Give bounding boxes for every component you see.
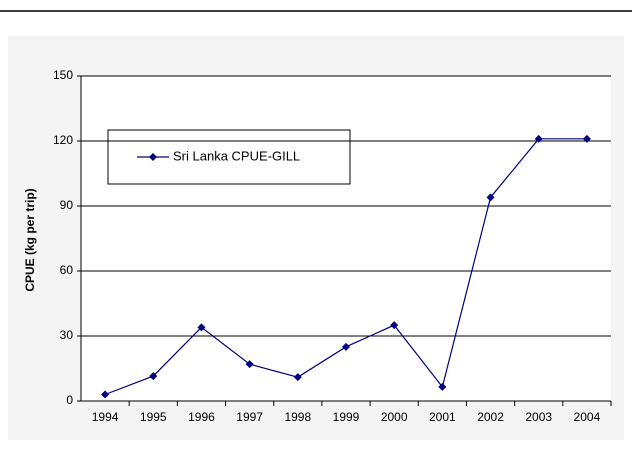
data-point <box>534 134 543 143</box>
x-tick-label: 2004 <box>574 410 601 424</box>
x-tick-label: 1998 <box>284 410 311 424</box>
y-tick-label: 30 <box>60 328 74 342</box>
data-point <box>342 342 350 351</box>
data-point <box>101 390 110 399</box>
x-tick-label: 2002 <box>477 410 504 424</box>
data-point <box>582 134 591 143</box>
data-point <box>390 321 399 330</box>
plot-area <box>81 76 611 401</box>
data-point <box>149 372 158 381</box>
x-tick-label: 1996 <box>188 410 215 424</box>
y-tick-label: 60 <box>60 263 74 277</box>
x-tick-label: 2001 <box>429 410 456 424</box>
legend-label: Sri Lanka CPUE-GILL <box>173 148 300 163</box>
legend-marker <box>149 153 157 161</box>
x-tick-label: 1994 <box>92 410 119 424</box>
legend <box>107 129 351 185</box>
y-tick-label: 120 <box>53 133 73 147</box>
x-tick-label: 2000 <box>381 410 408 424</box>
x-tick-label: 1995 <box>140 410 167 424</box>
data-point <box>486 193 495 202</box>
y-tick-label: 90 <box>60 198 74 212</box>
data-point <box>438 382 447 391</box>
y-tick-label: 150 <box>53 68 73 82</box>
x-tick-label: 1999 <box>333 410 360 424</box>
data-point <box>197 323 206 332</box>
y-axis-label: CPUE (kg per trip) <box>23 188 37 291</box>
x-tick-label: 2003 <box>525 410 552 424</box>
x-tick-label: 1997 <box>236 410 263 424</box>
data-point <box>293 373 302 382</box>
y-tick-label: 0 <box>66 393 73 407</box>
data-point <box>245 360 254 369</box>
